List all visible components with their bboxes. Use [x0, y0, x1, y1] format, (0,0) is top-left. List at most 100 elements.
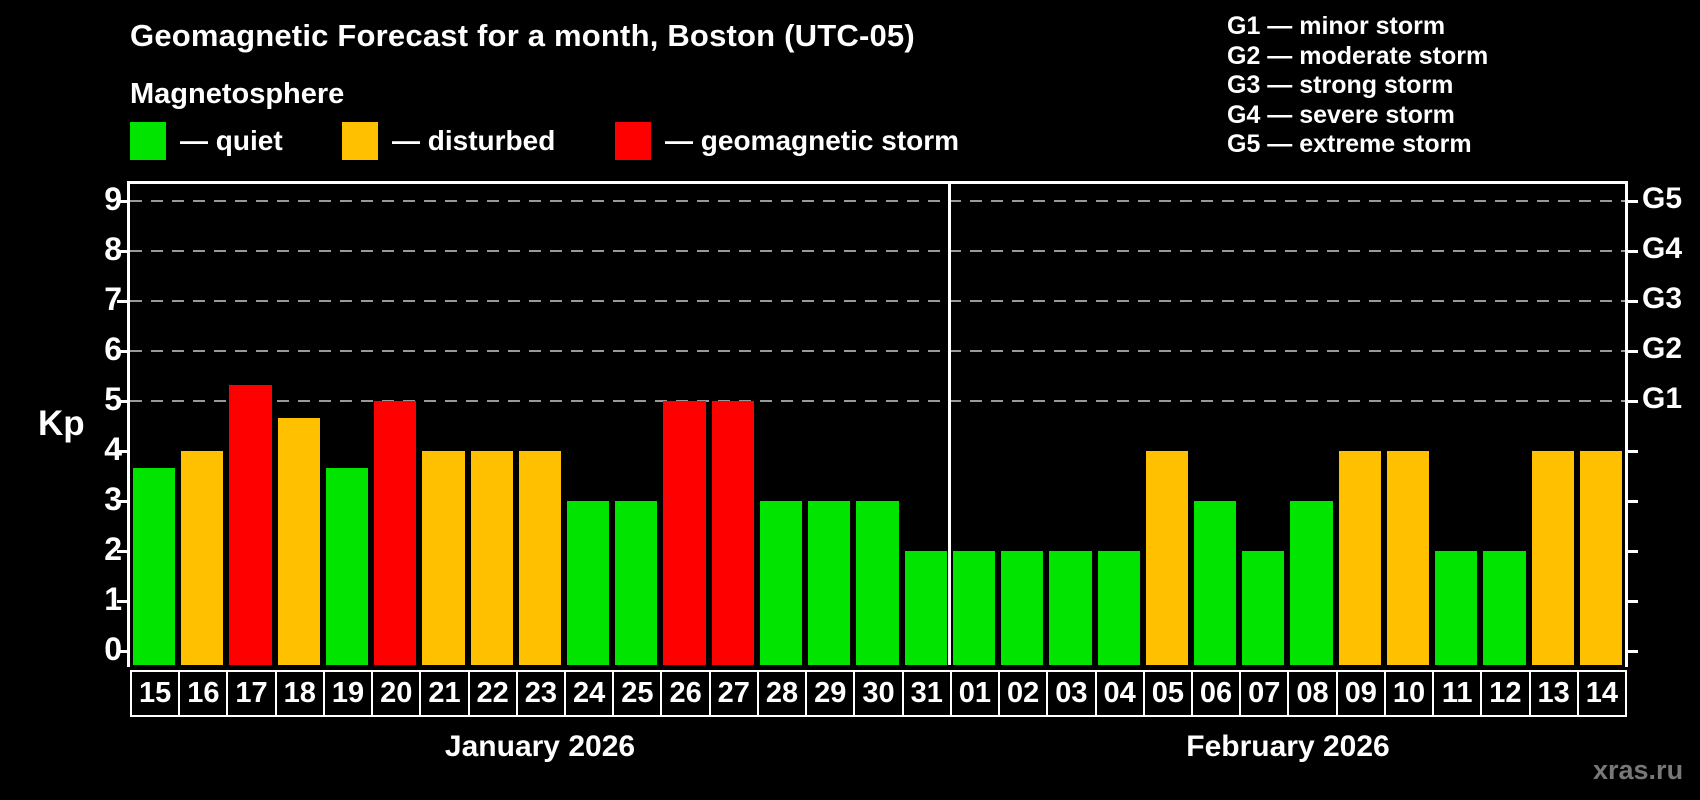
- bar-day-29: [808, 501, 851, 665]
- right-tick-3: [1625, 500, 1638, 503]
- bar-day-21: [422, 451, 465, 665]
- day-label-24: 24: [564, 670, 615, 717]
- day-label-31: 31: [901, 670, 952, 717]
- legend-label-quiet: — quiet: [180, 125, 283, 156]
- right-axis-label-g5: G5: [1642, 182, 1683, 215]
- y-tick-7: [117, 300, 130, 303]
- day-label-03: 03: [1046, 670, 1097, 717]
- bar-day-17: [229, 384, 272, 665]
- day-label-25: 25: [612, 670, 663, 717]
- gridline-g4: [130, 250, 1625, 252]
- g-scale-legend: G1 — minor storm G2 — moderate storm G3 …: [1227, 12, 1488, 160]
- bar-day-03: [1049, 551, 1092, 665]
- day-label-11: 11: [1432, 670, 1483, 717]
- y-tick-label-2: 2: [104, 531, 122, 567]
- right-tick-1: [1625, 600, 1638, 603]
- bar-day-18: [277, 417, 320, 665]
- quiet-color-swatch: [130, 122, 166, 160]
- storm-color-swatch: [615, 122, 651, 160]
- gridline-g1: [130, 400, 1625, 402]
- legend-item-quiet: — quiet: [130, 122, 283, 160]
- kp-axis-label: Kp: [38, 404, 85, 443]
- legend-item-disturbed: — disturbed: [342, 122, 555, 160]
- right-tick-4: [1625, 450, 1638, 453]
- disturbed-color-swatch: [342, 122, 378, 160]
- right-tick-6: [1625, 350, 1638, 353]
- bar-day-02: [1001, 551, 1044, 665]
- y-tick-0: [117, 650, 130, 653]
- right-tick-2: [1625, 550, 1638, 553]
- bar-day-09: [1338, 451, 1381, 665]
- bar-day-28: [759, 501, 803, 665]
- y-tick-label-1: 1: [104, 581, 122, 617]
- day-label-20: 20: [371, 670, 422, 717]
- month-separator-line: [948, 183, 952, 665]
- magnetosphere-label: Magnetosphere: [130, 78, 345, 110]
- month-label-february: February 2026: [1186, 730, 1390, 763]
- y-tick-5: [117, 400, 130, 403]
- day-label-27: 27: [708, 670, 759, 717]
- day-label-15: 15: [130, 670, 181, 717]
- bar-day-30: [856, 501, 899, 665]
- y-tick-label-5: 5: [104, 381, 122, 417]
- g2-legend-line: G2 — moderate storm: [1227, 41, 1489, 70]
- y-tick-9: [117, 200, 130, 203]
- y-tick-2: [117, 550, 130, 553]
- day-label-28: 28: [756, 670, 808, 717]
- bar-day-14: [1579, 451, 1622, 665]
- y-tick-3: [117, 500, 130, 503]
- day-label-21: 21: [419, 670, 470, 717]
- bar-day-06: [1193, 501, 1237, 665]
- y-tick-label-0: 0: [104, 631, 122, 667]
- bar-day-22: [470, 451, 513, 665]
- y-tick-label-8: 8: [104, 231, 122, 267]
- right-tick-9: [1625, 200, 1638, 203]
- g5-legend-line: G5 — extreme storm: [1227, 130, 1472, 158]
- day-label-04: 04: [1094, 670, 1145, 717]
- day-label-09: 09: [1335, 670, 1386, 717]
- day-label-10: 10: [1383, 670, 1435, 717]
- y-tick-label-4: 4: [104, 431, 122, 467]
- bar-day-04: [1097, 551, 1140, 665]
- day-label-22: 22: [467, 670, 518, 717]
- day-label-02: 02: [998, 670, 1049, 717]
- bar-day-08: [1290, 501, 1333, 665]
- day-label-30: 30: [853, 670, 904, 717]
- right-axis-label-g1: G1: [1642, 382, 1683, 415]
- chart-title: Geomagnetic Forecast for a month, Boston…: [130, 18, 915, 53]
- legend-label-storm: — geomagnetic storm: [665, 125, 960, 156]
- bar-day-27: [711, 401, 754, 665]
- bar-day-20: [374, 401, 417, 665]
- day-label-14: 14: [1576, 670, 1627, 717]
- day-label-23: 23: [515, 670, 567, 717]
- legend-label-disturbed: — disturbed: [392, 125, 556, 156]
- day-label-13: 13: [1528, 670, 1579, 717]
- bar-day-25: [615, 501, 658, 665]
- gridline-g3: [130, 300, 1625, 302]
- day-label-26: 26: [660, 670, 711, 717]
- bar-day-07: [1242, 551, 1285, 665]
- bar-day-24: [567, 501, 610, 665]
- g4-legend-line: G4 — severe storm: [1227, 100, 1455, 129]
- right-axis-label-g2: G2: [1642, 332, 1683, 365]
- bar-day-13: [1531, 451, 1574, 665]
- day-label-16: 16: [178, 670, 229, 717]
- day-label-08: 08: [1287, 670, 1338, 717]
- y-tick-8: [117, 250, 130, 253]
- y-tick-label-6: 6: [104, 331, 122, 367]
- bar-day-23: [518, 451, 562, 665]
- y-tick-label-7: 7: [104, 281, 122, 317]
- bar-day-26: [663, 401, 706, 665]
- bar-day-12: [1483, 551, 1526, 665]
- bar-day-16: [181, 451, 224, 665]
- legend-item-storm: — geomagnetic storm: [615, 122, 959, 160]
- y-tick-1: [117, 600, 130, 603]
- right-tick-5: [1625, 400, 1638, 403]
- day-label-29: 29: [805, 670, 856, 717]
- watermark: xras.ru: [1593, 755, 1684, 785]
- day-label-06: 06: [1190, 670, 1242, 717]
- gridline-g2: [130, 350, 1625, 352]
- bar-day-05: [1145, 451, 1188, 665]
- day-label-17: 17: [226, 670, 277, 717]
